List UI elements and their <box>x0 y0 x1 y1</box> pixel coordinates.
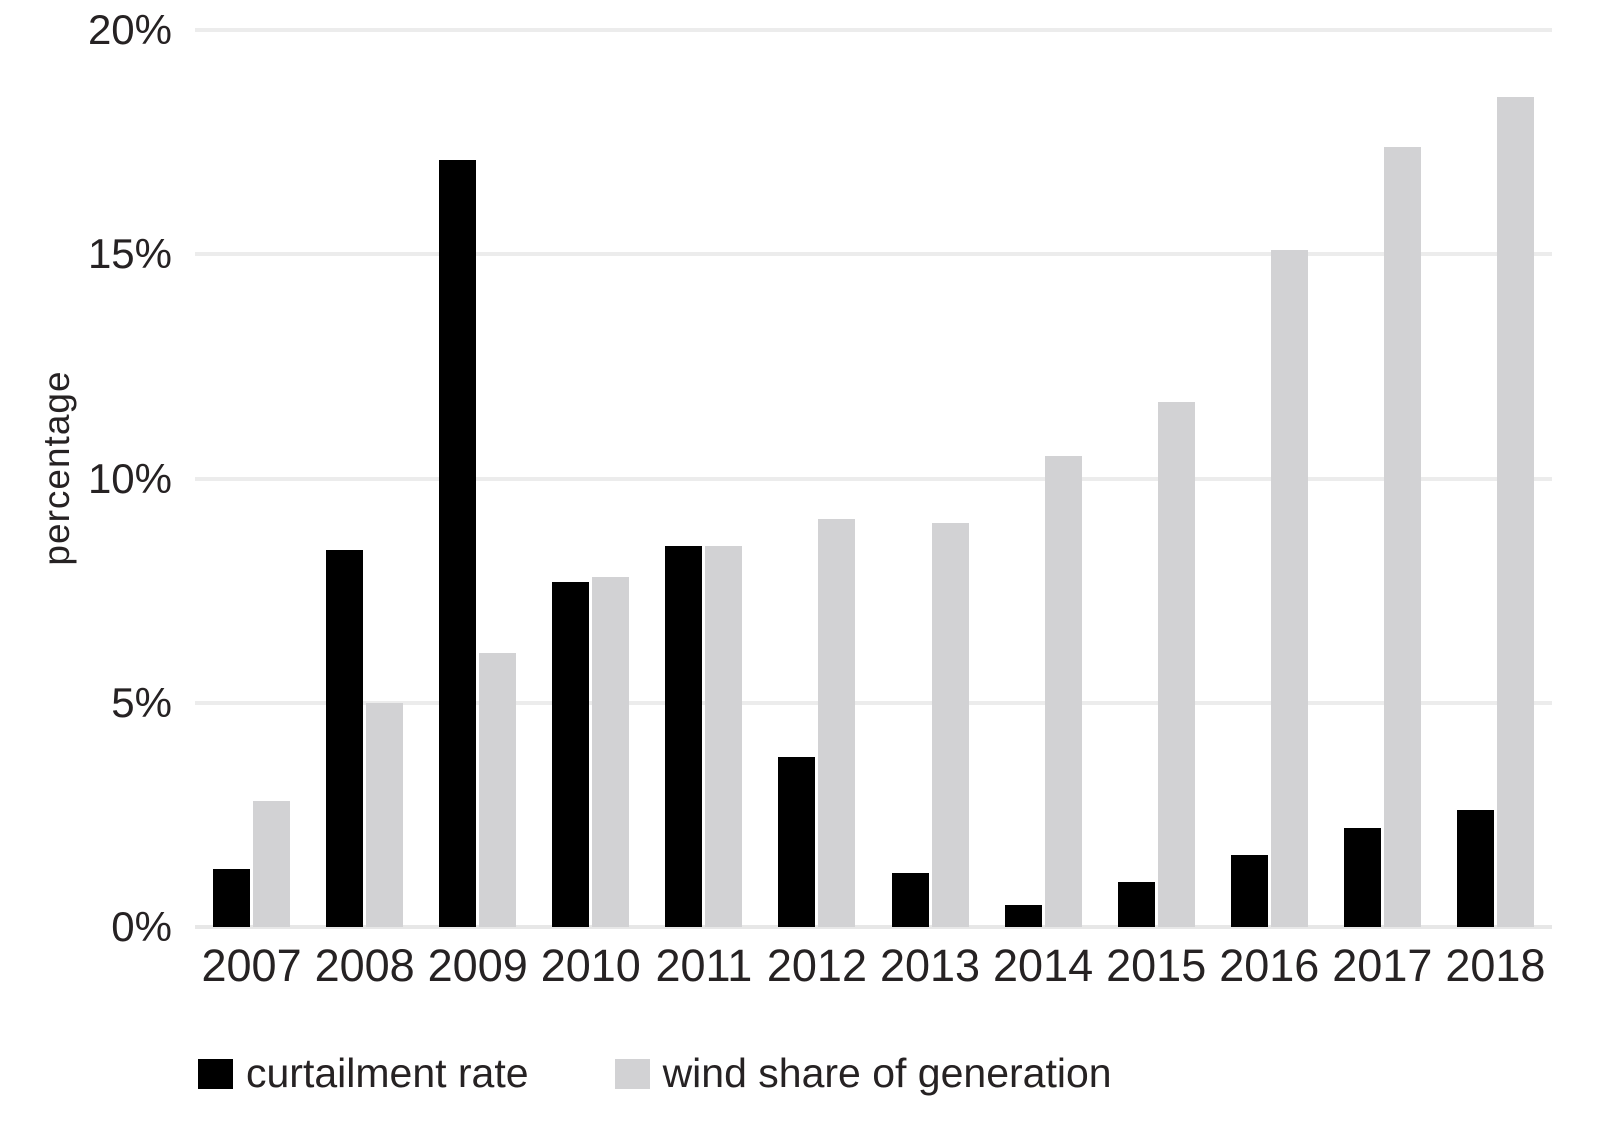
bar-curtailment-rate-2018 <box>1456 810 1494 927</box>
bar-curtailment-rate-2010 <box>552 581 590 927</box>
bar-wind-share-of-generation-2009 <box>479 653 517 927</box>
bar-wind-share-of-generation-2013 <box>931 523 969 927</box>
bar-wind-share-of-generation-2016 <box>1270 249 1308 927</box>
bar-group-2016 <box>1213 30 1326 927</box>
bar-group-2018 <box>1439 30 1552 927</box>
x-axis-label: 2010 <box>540 940 641 991</box>
legend: curtailment rate wind share of generatio… <box>198 1053 1112 1094</box>
y-axis-tick-label: 0% <box>111 903 172 950</box>
y-axis-ticks: 20% 15% 10% 5% 0% <box>0 9 172 948</box>
bar-wind-share-of-generation-2008 <box>366 702 404 927</box>
legend-swatch-wind-share <box>614 1058 650 1089</box>
plot-area <box>195 28 1552 929</box>
bar-curtailment-rate-2012 <box>778 756 816 927</box>
bar-curtailment-rate-2009 <box>439 160 477 927</box>
legend-swatch-curtailment-rate <box>198 1058 233 1089</box>
y-axis-tick-label: 20% <box>87 6 172 53</box>
bar-group-2008 <box>308 30 421 927</box>
bar-wind-share-of-generation-2007 <box>253 801 291 927</box>
bar-group-2007 <box>195 30 308 927</box>
x-axis-label: 2013 <box>879 940 981 991</box>
legend-item-wind-share: wind share of generation <box>614 1050 1112 1096</box>
bar-wind-share-of-generation-2014 <box>1044 456 1082 927</box>
bar-wind-share-of-generation-2011 <box>705 545 743 927</box>
bar-group-2015 <box>1100 30 1213 927</box>
bar-curtailment-rate-2016 <box>1230 855 1268 927</box>
legend-item-curtailment-rate: curtailment rate <box>198 1053 529 1094</box>
bar-group-2010 <box>534 30 647 927</box>
x-axis-label: 2015 <box>1106 940 1207 991</box>
y-axis-tick-label: 10% <box>87 454 172 502</box>
x-axis-labels: 2007 2008 2009 2010 2011 2012 2013 2014 2015 2016… <box>195 943 1552 988</box>
bar-wind-share-of-generation-2015 <box>1157 402 1195 927</box>
bar-curtailment-rate-2017 <box>1343 828 1381 927</box>
x-axis-label: 2016 <box>1219 940 1320 991</box>
bar-wind-share-of-generation-2018 <box>1496 97 1534 927</box>
bar-group-2017 <box>1326 30 1439 927</box>
x-axis-label: 2018 <box>1445 940 1546 991</box>
y-axis-tick-label: 15% <box>87 230 172 278</box>
x-axis-label: 2007 <box>201 940 302 991</box>
bar-wind-share-of-generation-2012 <box>818 518 856 927</box>
bar-group-2012 <box>760 30 873 927</box>
gridline <box>195 252 1552 257</box>
gridline <box>195 28 1552 32</box>
x-axis-label: 2014 <box>993 940 1094 991</box>
bar-group-2009 <box>421 30 534 927</box>
bar-group-2014 <box>987 30 1100 927</box>
bar-curtailment-rate-2015 <box>1117 882 1155 927</box>
bar-group-2013 <box>873 30 986 927</box>
bar-group-2011 <box>647 30 760 927</box>
baseline-gridline <box>195 925 1552 929</box>
legend-label-curtailment-rate: curtailment rate <box>246 1050 529 1096</box>
bar-wind-share-of-generation-2017 <box>1383 146 1421 927</box>
bars <box>195 30 1552 927</box>
gridline <box>195 700 1552 705</box>
legend-label-wind-share: wind share of generation <box>662 1050 1112 1096</box>
gridline <box>195 476 1552 481</box>
bar-wind-share-of-generation-2010 <box>592 577 630 927</box>
x-axis-label: 2017 <box>1332 940 1433 991</box>
bar-curtailment-rate-2007 <box>213 868 251 927</box>
x-axis-label: 2008 <box>314 940 415 991</box>
y-axis-tick-label: 5% <box>111 678 172 726</box>
bar-curtailment-rate-2008 <box>326 550 364 927</box>
x-axis-label: 2009 <box>427 940 528 991</box>
bar-curtailment-rate-2013 <box>891 873 929 927</box>
bar-curtailment-rate-2014 <box>1004 904 1042 927</box>
x-axis-label: 2012 <box>766 940 867 991</box>
x-axis-label: 2011 <box>655 940 753 991</box>
gridlines <box>195 28 1552 929</box>
bar-curtailment-rate-2011 <box>665 545 703 927</box>
